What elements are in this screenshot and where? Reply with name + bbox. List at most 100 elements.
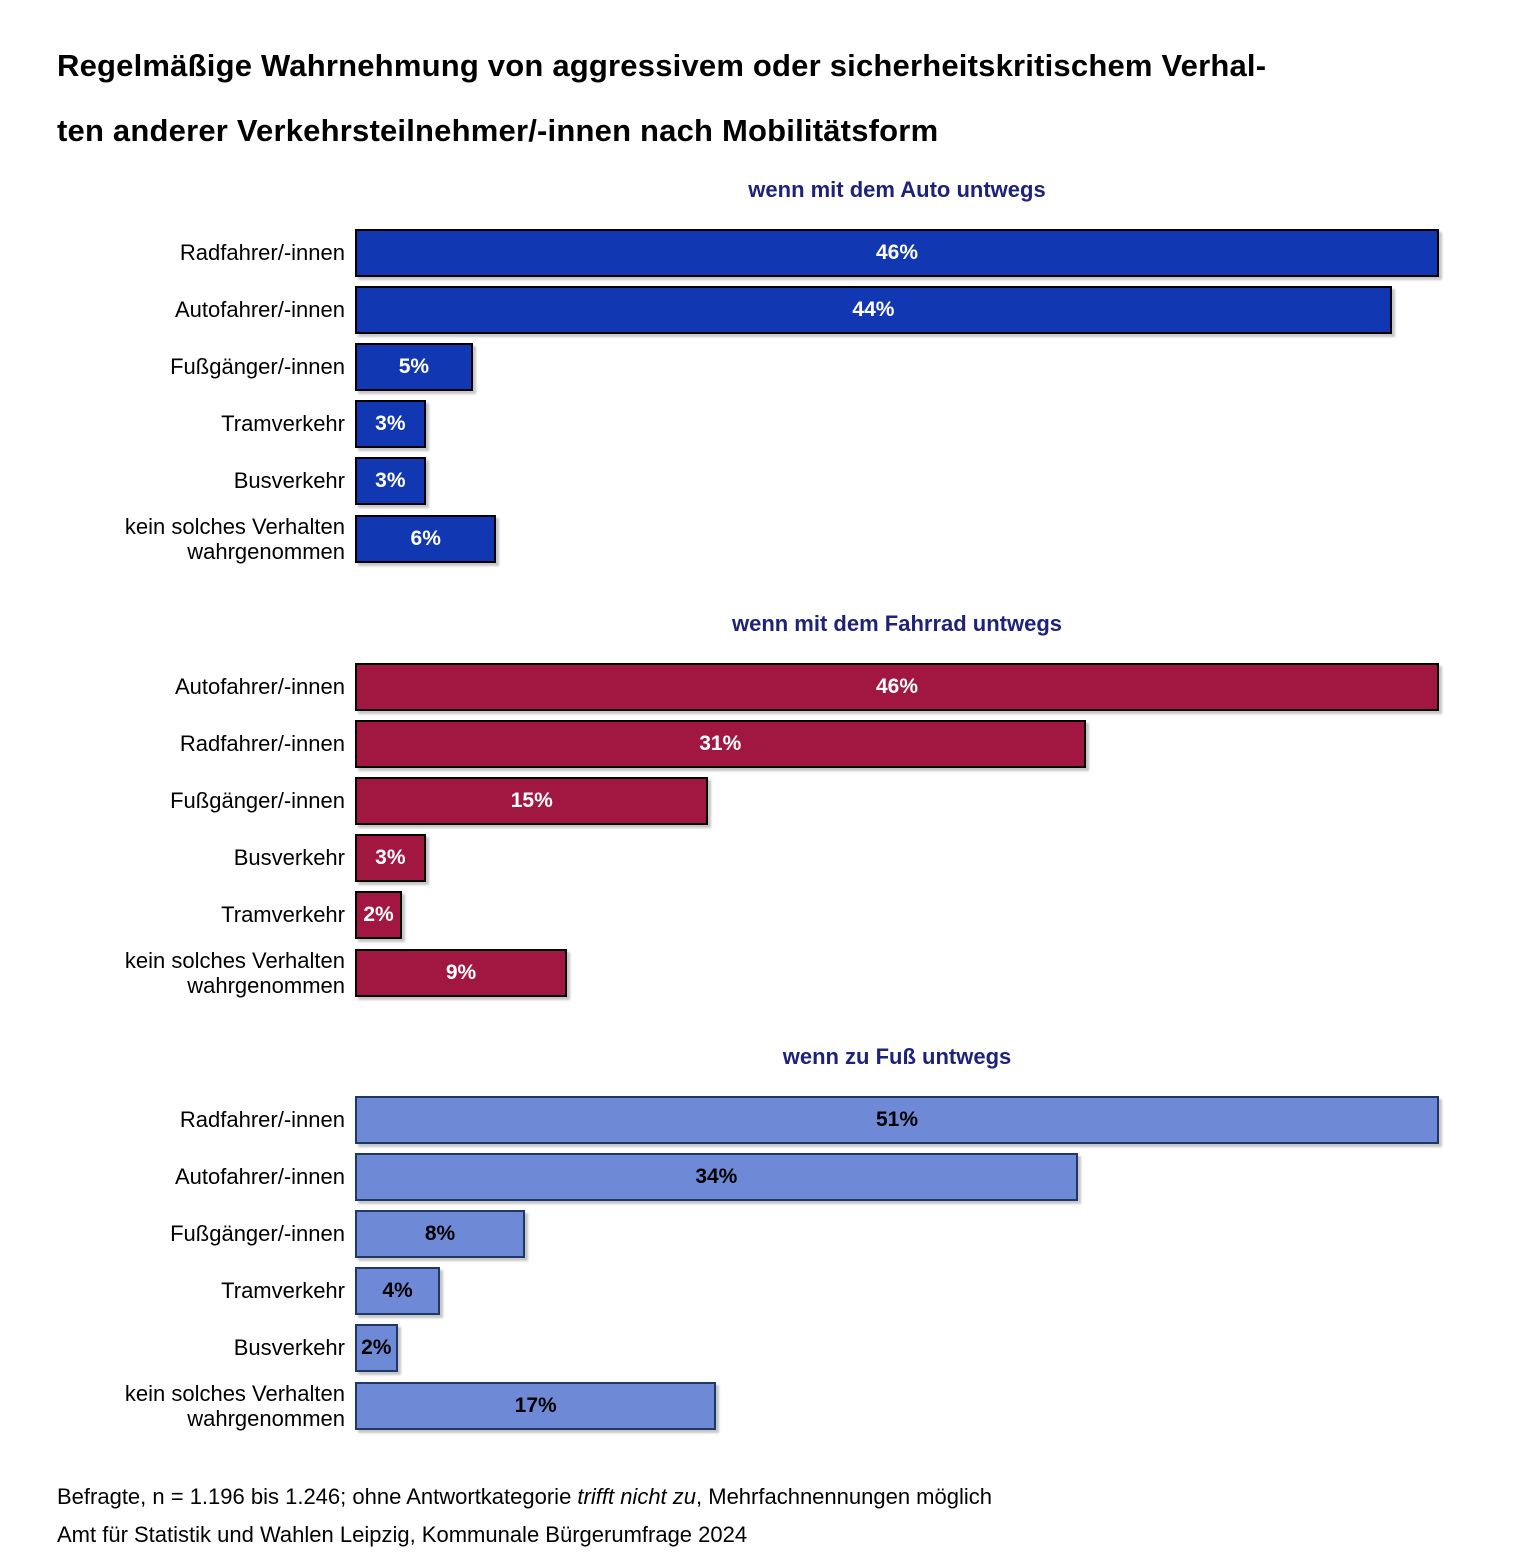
bar-track: 46% <box>355 228 1439 277</box>
bar-track: 51% <box>355 1096 1439 1145</box>
bar-track: 2% <box>355 890 1439 939</box>
bar: 51% <box>355 1096 1439 1145</box>
chart-panel-auto: wenn mit dem Auto untwegs Radfahrer/-inn… <box>0 177 1532 565</box>
charts-container: wenn mit dem Auto untwegs Radfahrer/-inn… <box>0 177 1532 1432</box>
page-title-line2: ten anderer Verkehrsteilnehmer/-innen na… <box>57 112 939 148</box>
bar-value-label: 46% <box>875 240 919 264</box>
footer: Befragte, n = 1.196 bis 1.246; ohne Antw… <box>0 1478 1532 1555</box>
category-label: Busverkehr <box>233 844 345 870</box>
page-title-line1: Regelmäßige Wahrnehmung von aggressivem … <box>57 47 1267 83</box>
bar-row: kein solches Verhalten wahrgenommen 9% <box>0 948 1439 999</box>
bar-row: Tramverkehr 2% <box>0 890 1439 939</box>
bar-row: Radfahrer/-innen 51% <box>0 1096 1439 1145</box>
category-label: kein solches Verhalten wahrgenommen <box>124 947 345 998</box>
bar-value-label: 3% <box>375 411 406 435</box>
bar: 46% <box>355 662 1439 711</box>
footer-note-italic: trifft nicht zu <box>577 1483 697 1509</box>
chart-heading: wenn mit dem Auto untwegs <box>748 176 1046 202</box>
bar-value-label: 15% <box>510 788 553 812</box>
bar-row: Autofahrer/-innen 34% <box>0 1153 1439 1202</box>
bar-track: 5% <box>355 342 1439 391</box>
category-label: Fußgänger/-innen <box>170 354 345 380</box>
bar-row: kein solches Verhalten wahrgenommen 6% <box>0 514 1439 565</box>
bar-track: 15% <box>355 776 1439 825</box>
bar-track: 2% <box>355 1324 1439 1373</box>
bar-value-label: 2% <box>361 1336 392 1360</box>
bar-value-label: 2% <box>363 902 394 926</box>
bar-row: Radfahrer/-innen 46% <box>0 228 1439 277</box>
chart-rows: Radfahrer/-innen 46% Autofahrer/-innen 44% F… <box>0 228 1439 565</box>
bar-track: 3% <box>355 456 1439 505</box>
category-label: Tramverkehr <box>221 411 345 437</box>
footer-source: Amt für Statistik und Wahlen Leipzig, Ko… <box>57 1522 748 1548</box>
bar: 2% <box>355 890 403 939</box>
bar: 4% <box>355 1267 441 1316</box>
bar-value-label: 44% <box>852 297 895 321</box>
category-label: Busverkehr <box>233 468 345 494</box>
category-label: Radfahrer/-innen <box>179 730 345 756</box>
chart-heading: wenn zu Fuß untwegs <box>782 1044 1012 1070</box>
category-label: Tramverkehr <box>221 1278 345 1304</box>
bar-value-label: 3% <box>375 845 406 869</box>
bar-row: kein solches Verhalten wahrgenommen 17% <box>0 1381 1439 1432</box>
bar-value-label: 6% <box>410 527 441 551</box>
bar-track: 3% <box>355 833 1439 882</box>
category-label: kein solches Verhalten wahrgenommen <box>124 513 345 565</box>
bar-row: Fußgänger/-innen 5% <box>0 342 1439 391</box>
bar-value-label: 3% <box>375 468 406 492</box>
bar-track: 4% <box>355 1267 1439 1316</box>
bar-value-label: 51% <box>875 1108 919 1132</box>
bar-row: Autofahrer/-innen 44% <box>0 285 1439 334</box>
bar-track: 44% <box>355 285 1439 334</box>
bar-track: 34% <box>355 1153 1439 1202</box>
bar-value-label: 9% <box>445 960 477 984</box>
category-label: Autofahrer/-innen <box>175 297 345 323</box>
chart-heading: wenn mit dem Fahrrad untwegs <box>731 610 1063 636</box>
bar-value-label: 17% <box>514 1394 557 1418</box>
bar-track: 31% <box>355 719 1439 768</box>
category-label: Fußgänger/-innen <box>170 1221 345 1247</box>
bar: 31% <box>355 719 1086 768</box>
bar-row: Radfahrer/-innen 31% <box>0 719 1439 768</box>
category-label: Autofahrer/-innen <box>175 1164 345 1190</box>
category-label: Busverkehr <box>233 1335 345 1361</box>
bar: 2% <box>355 1324 398 1373</box>
bar-value-label: 8% <box>424 1222 456 1246</box>
chart-panel-fuss: wenn zu Fuß untwegs Radfahrer/-innen 51% A… <box>0 1044 1532 1432</box>
chart-heading-row: wenn zu Fuß untwegs <box>0 1044 1439 1070</box>
bar-track: 3% <box>355 399 1439 448</box>
chart-rows: Autofahrer/-innen 46% Radfahrer/-innen 31% F… <box>0 662 1439 999</box>
category-label: Autofahrer/-innen <box>175 673 345 699</box>
bar-value-label: 46% <box>875 674 919 698</box>
category-label: Radfahrer/-innen <box>179 1107 345 1133</box>
bar-track: 46% <box>355 662 1439 711</box>
bar-row: Fußgänger/-innen 8% <box>0 1210 1439 1259</box>
bar-row: Tramverkehr 3% <box>0 399 1439 448</box>
category-label: Fußgänger/-innen <box>170 787 345 813</box>
bar: 17% <box>355 1382 717 1431</box>
footer-note: Befragte, n = 1.196 bis 1.246; ohne Antw… <box>57 1478 1532 1517</box>
footer-note-post: , Mehrfachnennungen möglich <box>696 1483 992 1509</box>
chart-panel-fahrrad: wenn mit dem Fahrrad untwegs Autofahrer/… <box>0 611 1532 999</box>
bar-row: Busverkehr 2% <box>0 1324 1439 1373</box>
bar: 3% <box>355 399 426 448</box>
chart-heading-row: wenn mit dem Fahrrad untwegs <box>0 611 1439 637</box>
bar-track: 6% <box>355 515 1439 564</box>
bar: 46% <box>355 228 1439 277</box>
bar-track: 8% <box>355 1210 1439 1259</box>
bar-row: Fußgänger/-innen 15% <box>0 776 1439 825</box>
bar-value-label: 34% <box>695 1165 738 1189</box>
category-label: Radfahrer/-innen <box>179 240 345 266</box>
bar: 44% <box>355 285 1392 334</box>
bar: 3% <box>355 456 426 505</box>
bar: 15% <box>355 776 709 825</box>
category-label: kein solches Verhalten wahrgenommen <box>124 1381 345 1432</box>
chart-rows: Radfahrer/-innen 51% Autofahrer/-innen 34% F… <box>0 1096 1439 1432</box>
bar-row: Busverkehr 3% <box>0 456 1439 505</box>
bar: 6% <box>355 515 497 564</box>
bar: 9% <box>355 948 568 997</box>
bar: 34% <box>355 1153 1078 1202</box>
bar-value-label: 31% <box>699 731 742 755</box>
page-title: Regelmäßige Wahrnehmung von aggressivem … <box>0 33 1532 163</box>
